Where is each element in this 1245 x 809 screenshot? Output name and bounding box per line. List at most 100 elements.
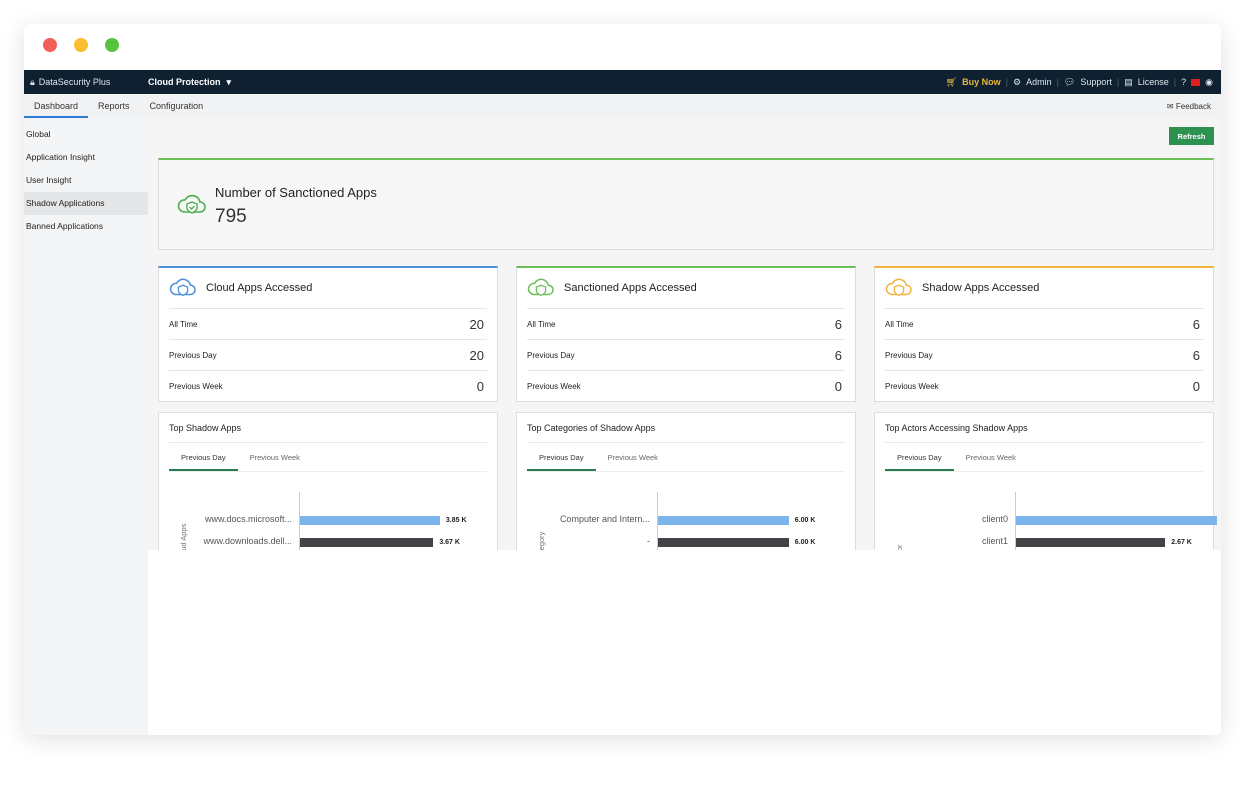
user-profile-icon[interactable]: ◉ <box>1205 76 1213 87</box>
stat-label: All Time <box>527 319 556 329</box>
main-content: Refresh Number of Sanctioned Apps 795 Cl… <box>148 118 1221 735</box>
stat-value[interactable]: 6 <box>1192 347 1200 363</box>
category-label: www.downloads.dell... <box>203 536 292 546</box>
category-label: client1 <box>981 536 1008 546</box>
bar[interactable] <box>658 538 789 547</box>
support-icon: 💬︎ <box>1063 76 1076 87</box>
tab-previous-day[interactable]: Previous Day <box>169 443 238 471</box>
tab-previous-day[interactable]: Previous Day <box>885 443 954 471</box>
notification-icon[interactable] <box>1191 78 1201 86</box>
bar-value-label: 3.85 K <box>445 517 467 524</box>
category-label: www.docs.microsoft... <box>204 514 292 524</box>
stat-value[interactable]: 6 <box>834 347 842 363</box>
chart-title: Top Categories of Shadow Apps <box>527 413 845 443</box>
sanctioned-apps-count: 795 <box>215 206 247 227</box>
bar[interactable] <box>658 516 789 525</box>
support-link[interactable]: Support <box>1080 77 1112 87</box>
stat-label: All Time <box>885 319 914 329</box>
sub-navigation: Dashboard Reports Configuration ✉ Feedba… <box>24 94 1221 118</box>
product-dropdown[interactable]: Cloud Protection ▾ <box>148 76 232 87</box>
app-window: 🔒︎ DataSecurity Plus Cloud Protection ▾ 🛒︎… <box>24 24 1221 735</box>
close-dot[interactable] <box>43 38 57 52</box>
tab-previous-week[interactable]: Previous Week <box>607 453 658 462</box>
stat-label: Previous Week <box>169 381 223 391</box>
minimize-dot[interactable] <box>74 38 88 52</box>
stat-value[interactable]: 0 <box>834 378 842 394</box>
bar-value-label: 6.00 K <box>794 539 816 546</box>
sidebar-item-application-insight[interactable]: Application Insight <box>26 152 95 162</box>
stat-row: All Time 6 <box>527 308 845 339</box>
bar-value-label: 6.00 K <box>794 517 816 524</box>
stat-row: Previous Week 0 <box>169 370 487 401</box>
stat-value[interactable]: 0 <box>1192 378 1200 394</box>
y-axis <box>657 492 658 602</box>
feedback-icon: ✉ <box>1166 101 1174 111</box>
stat-row: All Time 20 <box>169 308 487 339</box>
stat-label: Previous Week <box>885 381 939 391</box>
stat-row: Previous Day 6 <box>527 339 845 370</box>
stat-value[interactable]: 6 <box>834 316 842 332</box>
bar[interactable] <box>1016 516 1217 525</box>
chart-title: Top Shadow Apps <box>169 413 487 443</box>
buy-now-link[interactable]: Buy Now <box>962 77 1001 87</box>
window-controls <box>43 38 119 52</box>
sidebar-item-global[interactable]: Global <box>26 129 51 139</box>
stat-card: Cloud Apps Accessed All Time 20 Previous Da… <box>158 266 498 402</box>
category-label: Computer and Intern... <box>559 514 650 524</box>
admin-icon: ⚙ <box>1012 76 1022 87</box>
stat-row: Previous Day 6 <box>885 339 1203 370</box>
bar[interactable] <box>1016 538 1166 547</box>
stat-row: Previous Week 0 <box>885 370 1203 401</box>
tab-previous-week[interactable]: Previous Week <box>965 453 1016 462</box>
bar-value-label: 2.67 K <box>1171 539 1192 546</box>
category-label: client0 <box>981 514 1008 524</box>
maximize-dot[interactable] <box>105 38 119 52</box>
stat-row: All Time 6 <box>885 308 1203 339</box>
card-title: Cloud Apps Accessed <box>206 282 313 294</box>
sidebar-item-shadow-applications[interactable]: Shadow Applications <box>24 192 148 215</box>
sidebar: Global Application Insight User Insight … <box>24 118 148 735</box>
lock-icon: 🔒︎ <box>30 76 35 87</box>
stat-label: Previous Day <box>169 350 217 360</box>
license-link[interactable]: License <box>1137 77 1169 87</box>
cloud-shield-icon <box>177 194 206 214</box>
brand-logo[interactable]: 🔒︎ DataSecurity Plus <box>30 76 111 88</box>
chart-panel: Top Categories of Shadow Apps Previous D… <box>516 412 856 602</box>
stat-row: Previous Week 0 <box>527 370 845 401</box>
stat-value[interactable]: 20 <box>469 316 484 332</box>
stat-value[interactable]: 0 <box>476 378 484 394</box>
tab-reports[interactable]: Reports <box>98 101 130 111</box>
stat-label: Previous Day <box>527 350 575 360</box>
stat-value[interactable]: 6 <box>1192 316 1200 332</box>
sidebar-item-user-insight[interactable]: User Insight <box>26 175 72 185</box>
card-title: Sanctioned Apps Accessed <box>564 282 697 294</box>
help-link[interactable]: ? <box>1181 77 1187 87</box>
tab-previous-week[interactable]: Previous Week <box>249 453 300 462</box>
y-axis <box>299 492 300 602</box>
feedback-button[interactable]: ✉ Feedback <box>1166 101 1211 111</box>
category-label: - <box>647 536 650 546</box>
stat-card: Sanctioned Apps Accessed All Time 6 Previou… <box>516 266 856 402</box>
bar[interactable] <box>300 516 440 525</box>
y-axis <box>1015 492 1016 602</box>
chart-title: Top Actors Accessing Shadow Apps <box>885 413 1203 443</box>
sanctioned-apps-panel: Number of Sanctioned Apps 795 <box>158 158 1214 250</box>
cloud-check-icon <box>527 278 554 297</box>
cart-icon: 🛒︎ <box>945 76 958 87</box>
sanctioned-apps-title: Number of Sanctioned Apps <box>215 185 377 200</box>
tab-previous-day[interactable]: Previous Day <box>527 443 596 471</box>
sidebar-item-banned-applications[interactable]: Banned Applications <box>26 221 104 231</box>
bar[interactable] <box>300 538 434 547</box>
bar-value-label: 3.67 K <box>439 539 460 546</box>
top-navbar: 🔒︎ DataSecurity Plus Cloud Protection ▾ 🛒︎… <box>24 70 1221 94</box>
stat-row: Previous Day 20 <box>169 339 487 370</box>
chart-panel: Top Actors Accessing Shadow Apps Previou… <box>874 412 1217 602</box>
stat-label: All Time <box>169 319 198 329</box>
refresh-button[interactable]: Refresh <box>1169 127 1214 145</box>
stat-value[interactable]: 20 <box>469 347 484 363</box>
cloud-monitor-icon <box>169 278 196 297</box>
tab-configuration[interactable]: Configuration <box>149 101 204 111</box>
admin-link[interactable]: Admin <box>1026 77 1052 87</box>
caret-down-icon: ▾ <box>226 76 232 87</box>
tab-dashboard[interactable]: Dashboard <box>24 94 89 118</box>
